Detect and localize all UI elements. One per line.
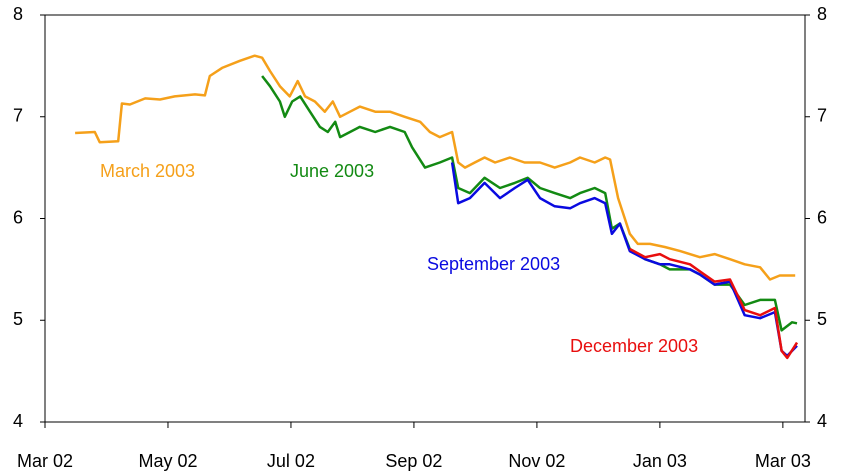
y-tick-label: 4 <box>13 411 23 431</box>
plot-frame <box>44 14 806 423</box>
y2-tick-label: 6 <box>817 207 827 227</box>
y2-tick-label: 5 <box>817 309 827 329</box>
x-tick-label: May 02 <box>138 451 197 471</box>
series-line <box>629 247 799 360</box>
y-tick-label: 5 <box>13 309 23 329</box>
series-label: March 2003 <box>100 161 195 181</box>
x-tick-label: Sep 02 <box>385 451 442 471</box>
x-tick-label: Nov 02 <box>508 451 565 471</box>
series-line <box>261 75 798 332</box>
y2-tick-label: 7 <box>817 106 827 126</box>
y-tick-label: 6 <box>13 207 23 227</box>
x-tick-label: Jul 02 <box>267 451 315 471</box>
y2-tick-label: 4 <box>817 411 827 431</box>
y-tick-label: 7 <box>13 106 23 126</box>
y-tick-label: 8 <box>13 4 23 24</box>
x-tick-label: Mar 03 <box>755 451 811 471</box>
x-tick-label: Mar 02 <box>17 451 73 471</box>
series-label: June 2003 <box>290 161 374 181</box>
series-line <box>450 162 798 358</box>
x-tick-label: Jan 03 <box>633 451 687 471</box>
y2-tick-label: 8 <box>817 4 827 24</box>
series-label: September 2003 <box>427 254 560 274</box>
series-line <box>75 54 796 281</box>
series-label: December 2003 <box>570 336 698 356</box>
